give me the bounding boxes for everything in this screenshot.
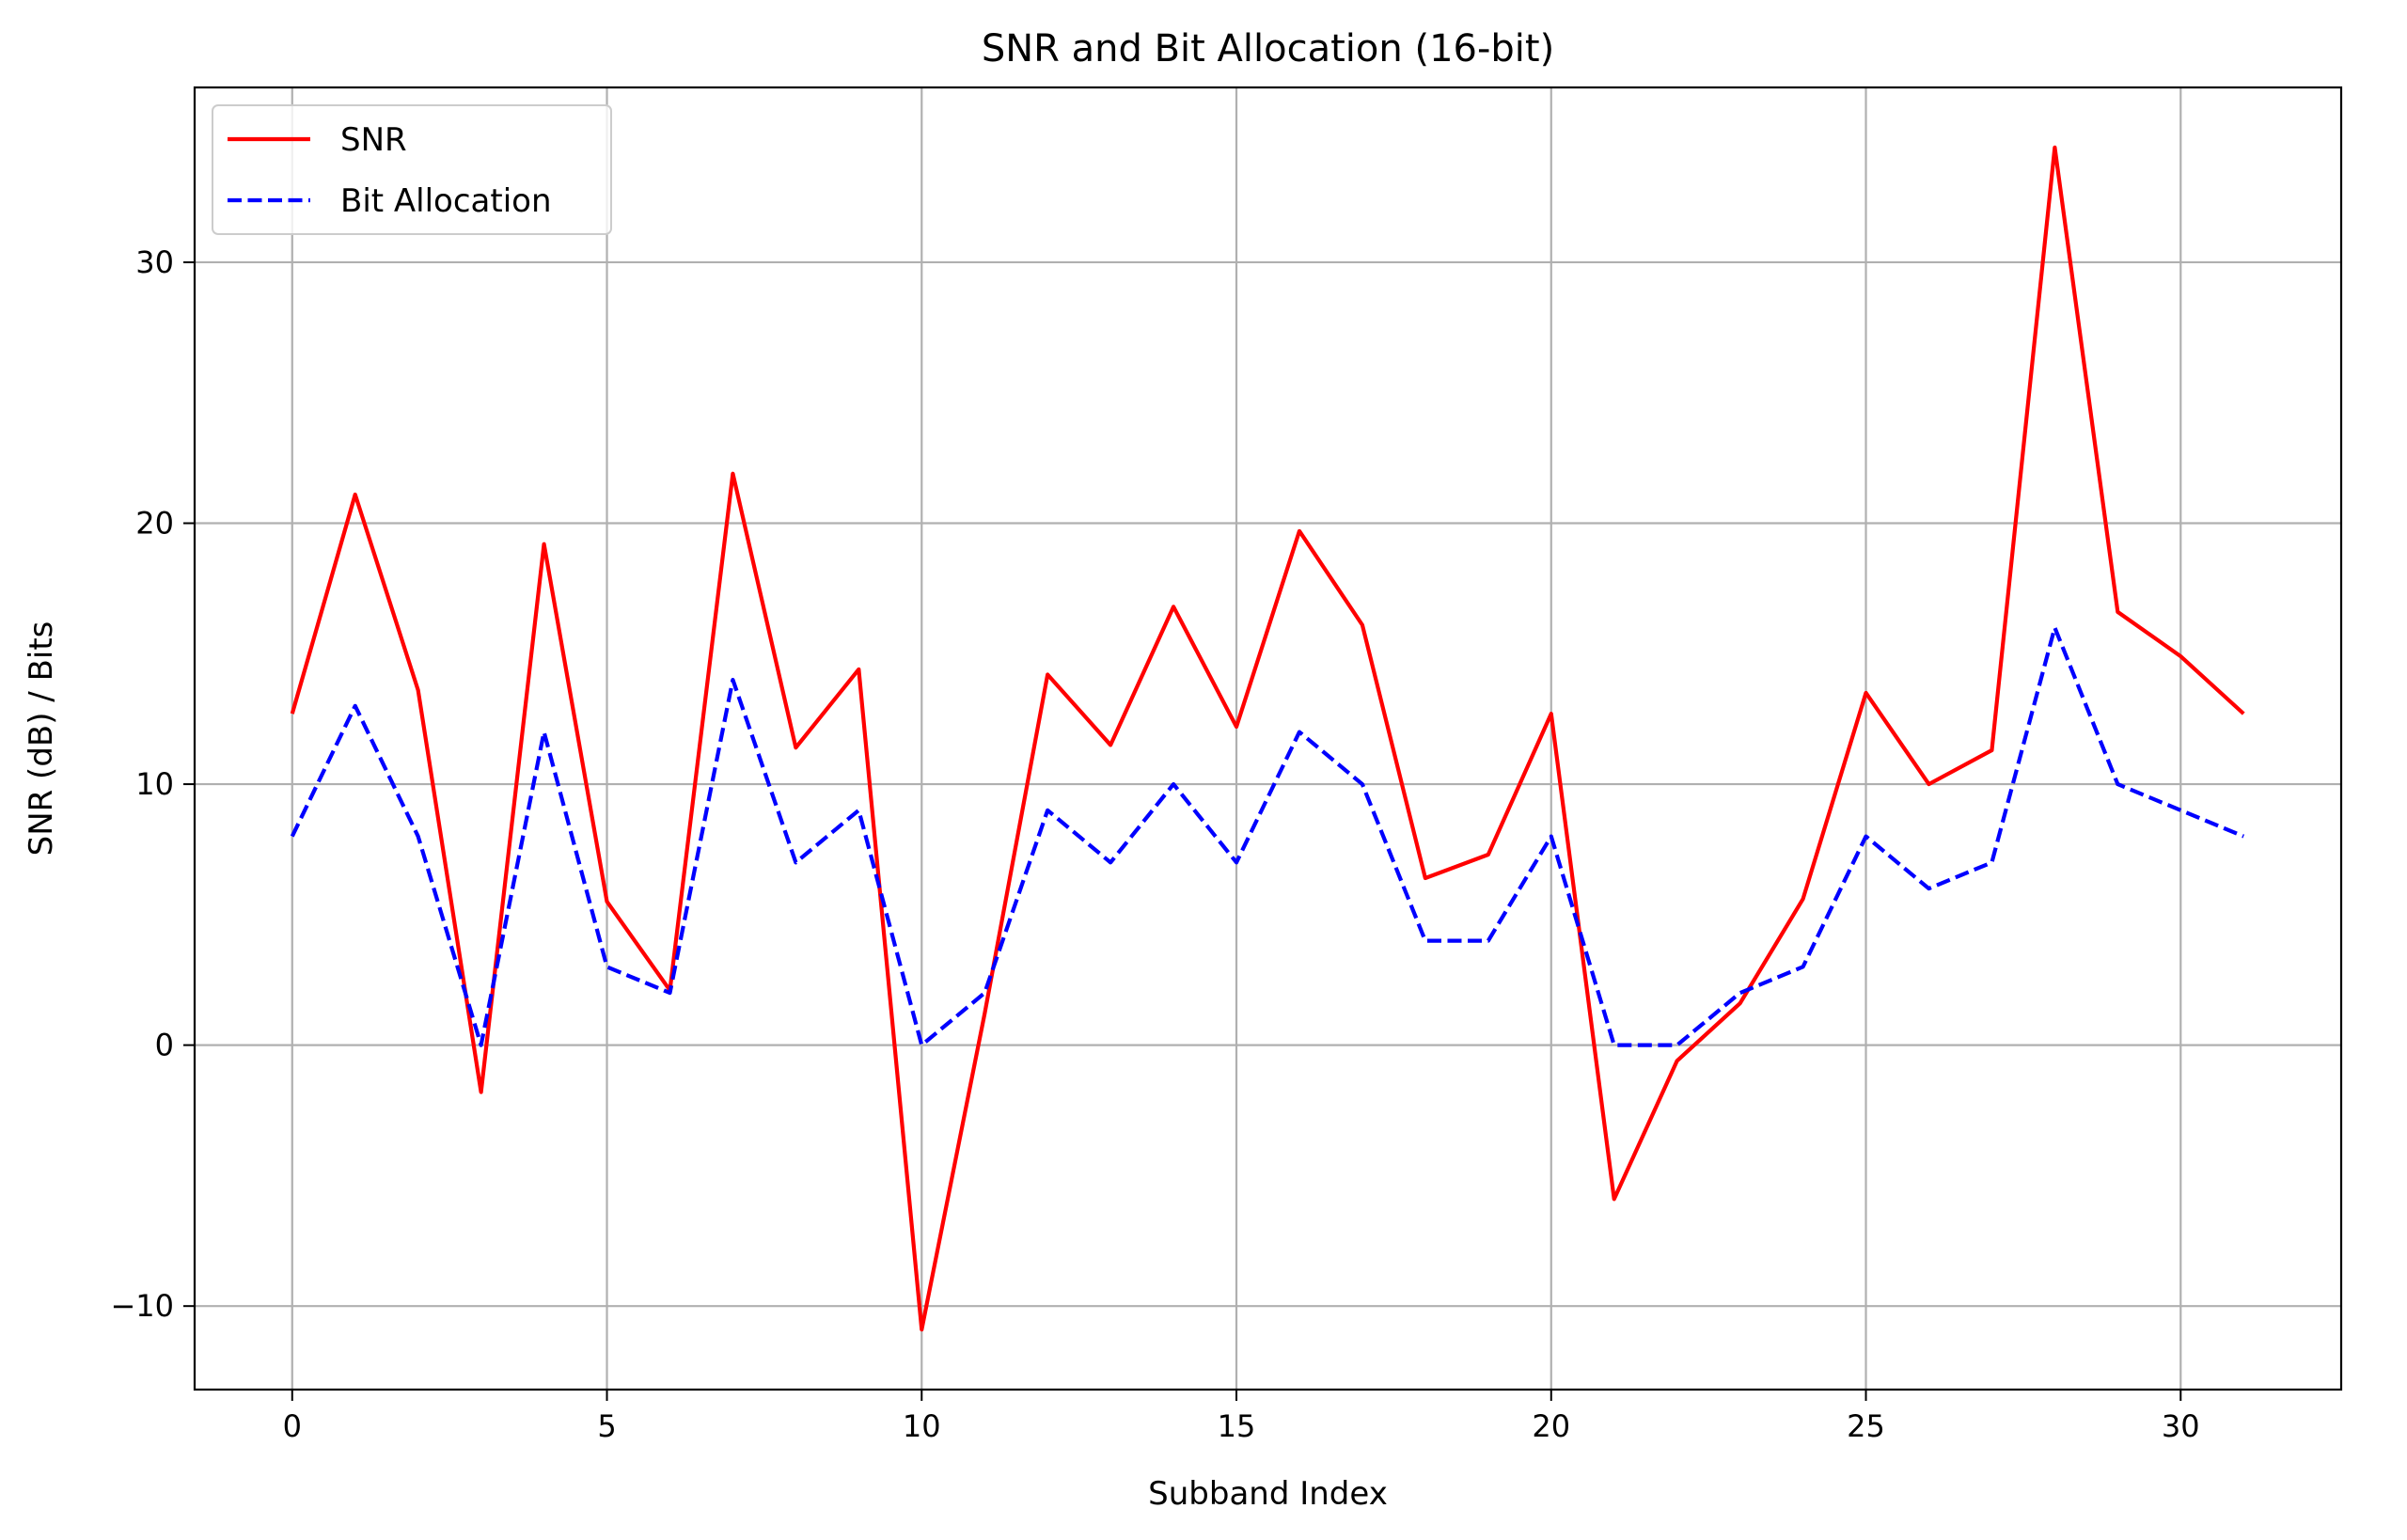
axes-frame [193,86,2343,1391]
y-tick-label: 0 [155,1028,174,1063]
x-tick-label: 25 [1847,1408,1885,1444]
grid [195,87,2341,1390]
series-line-snr [290,145,2245,1332]
x-tick-label: 0 [283,1408,302,1444]
series-line-bit-allocation [290,625,2245,1047]
y-axis: −10 0 10 20 30 [110,244,195,1324]
x-axis-label: Subband Index [1148,1475,1388,1513]
x-tick-label: 30 [2162,1408,2200,1444]
legend: SNR Bit Allocation [212,104,612,235]
x-tick-label: 10 [903,1408,941,1444]
chart-title: SNR and Bit Allocation (16-bit) [982,27,1554,71]
x-tick-label: 20 [1532,1408,1570,1444]
y-tick-label: −10 [110,1288,174,1324]
y-tick-label: 10 [135,766,174,802]
y-axis-label: SNR (dB) / Bits [23,621,60,856]
x-tick-label: 15 [1218,1408,1256,1444]
x-tick-label: 5 [597,1408,616,1444]
legend-label-bit-allocation: Bit Allocation [340,182,552,220]
series-layer [290,145,2245,1332]
legend-box [212,104,612,235]
y-tick-label: 30 [135,244,174,280]
y-tick-label: 20 [135,506,174,542]
x-axis: 0 5 10 15 20 25 30 [283,1390,2200,1444]
legend-label-snr: SNR [340,121,407,159]
